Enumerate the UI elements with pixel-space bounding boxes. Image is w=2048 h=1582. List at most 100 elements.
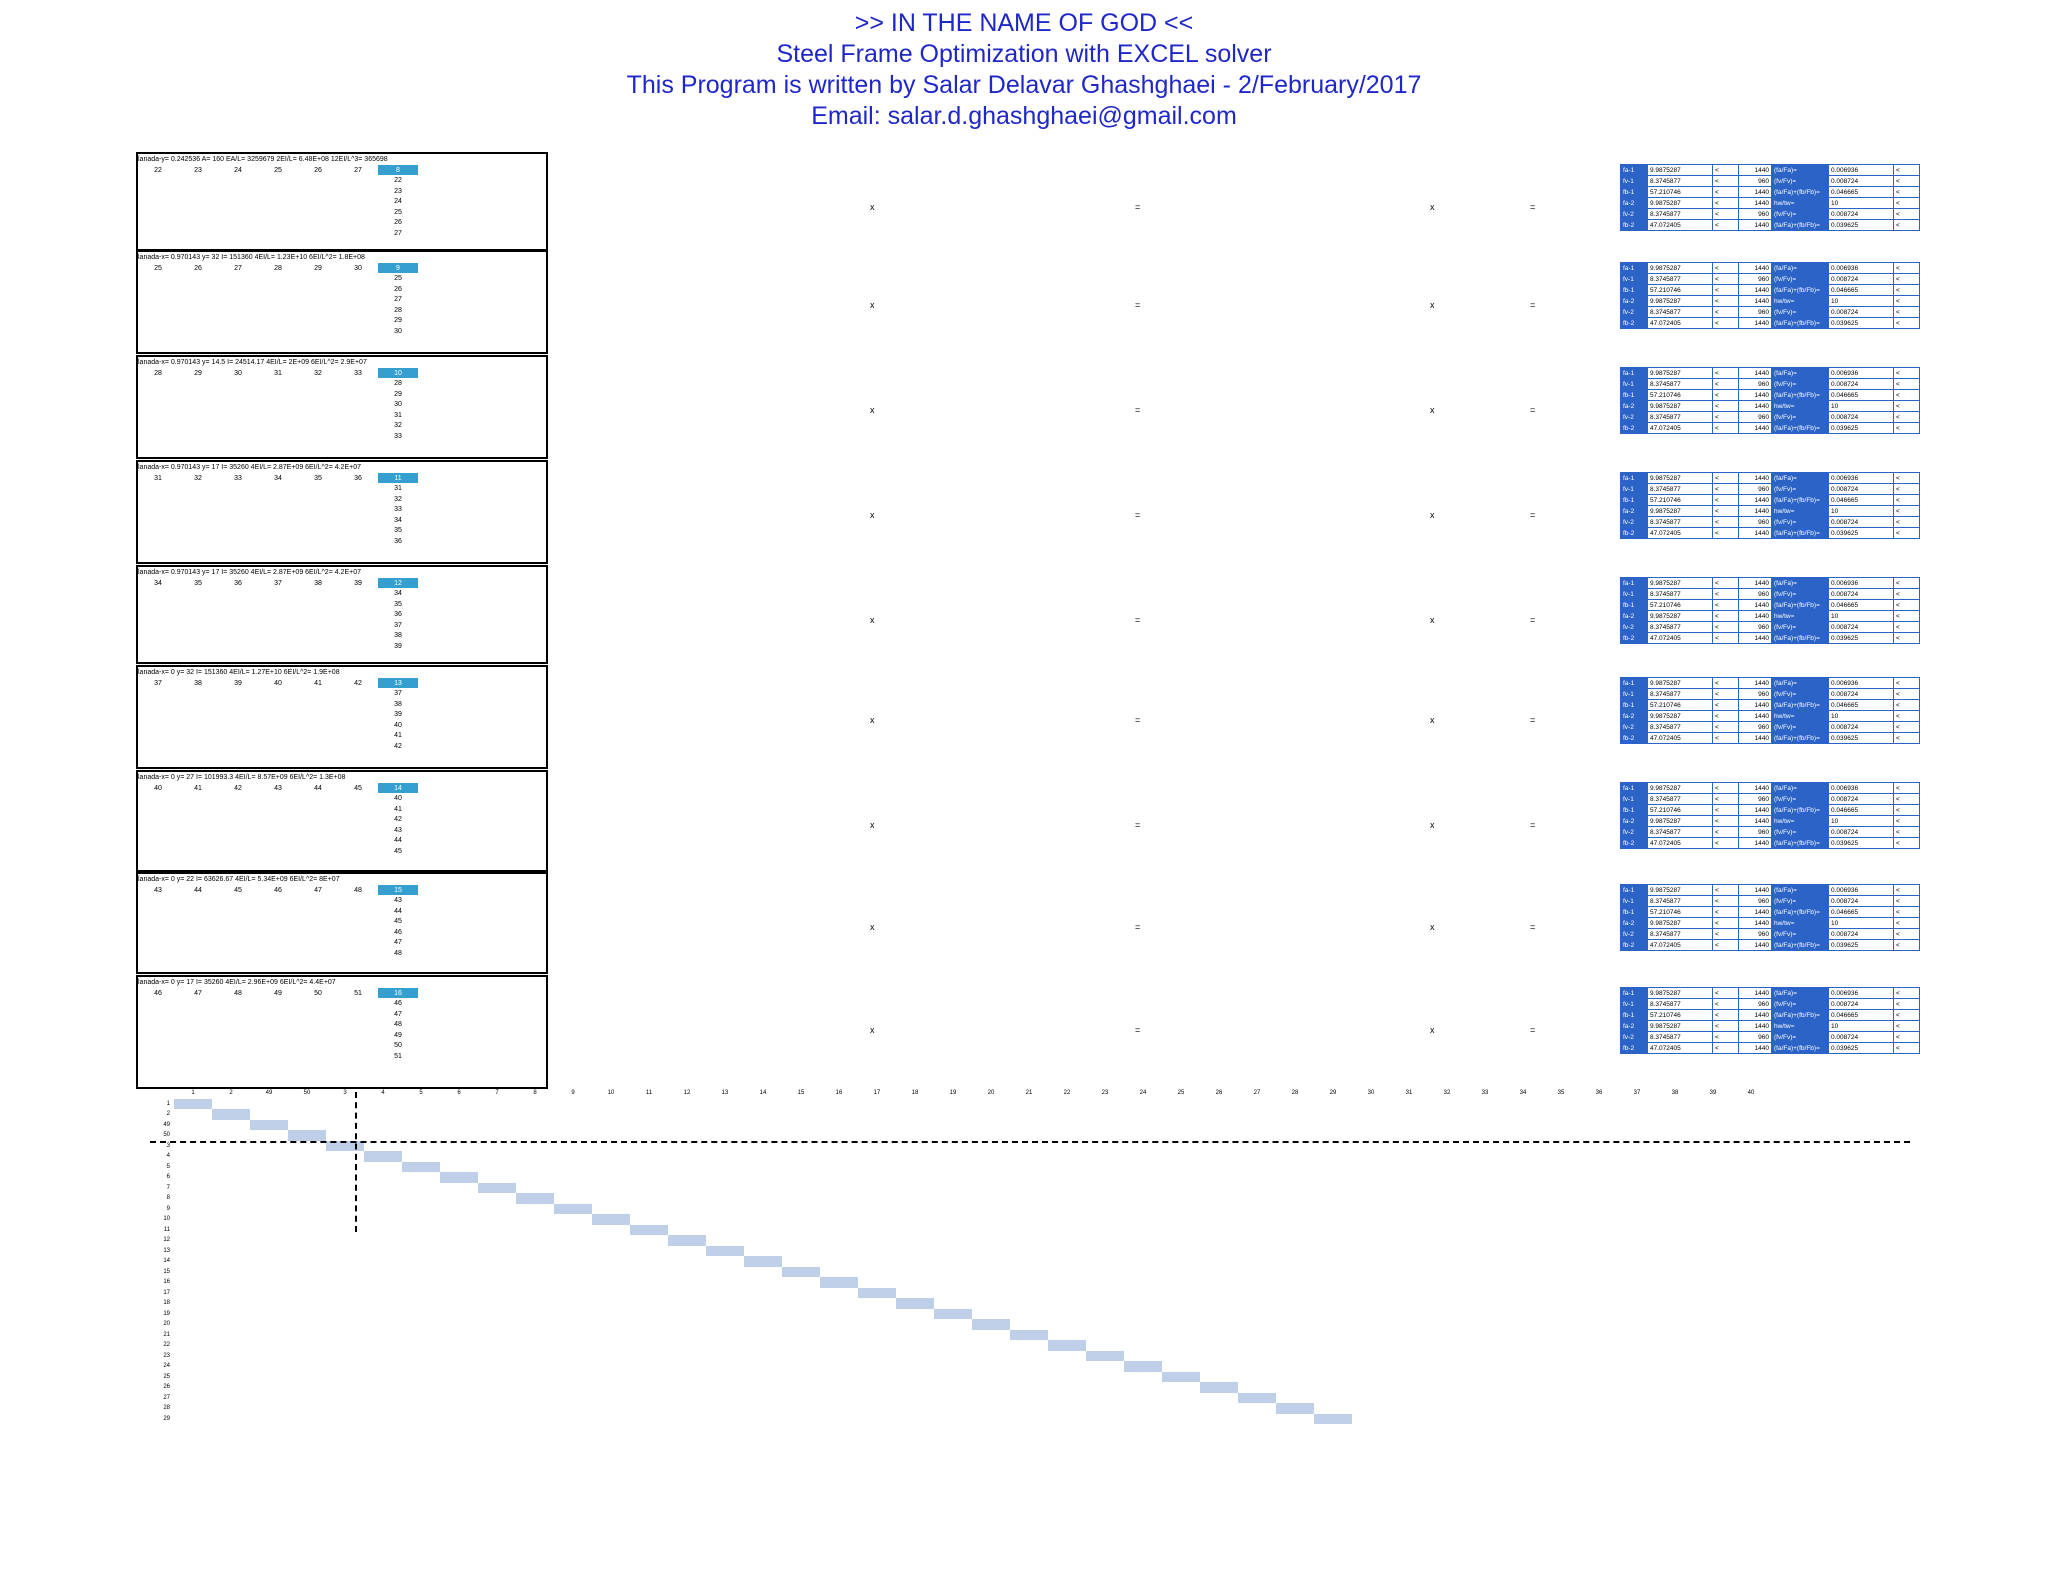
dof-label: 30 (394, 401, 402, 408)
matrix-cell (250, 1298, 288, 1309)
check-value: 8.3745877 (1647, 483, 1713, 495)
check-ratio-label: (fa/Fa)= (1771, 367, 1829, 379)
matrix-cell (1580, 1351, 1618, 1362)
stiffness-row: 22 (138, 175, 546, 186)
matrix-cell (744, 1172, 782, 1183)
matrix-cell (402, 1393, 440, 1404)
matrix-cell (1694, 1225, 1732, 1236)
check-ratio: 0.008724 (1828, 1031, 1894, 1043)
matrix-cell (478, 1225, 516, 1236)
matrix-cell (1390, 1130, 1428, 1141)
matrix-cell (858, 1256, 896, 1267)
check-value: 8.3745877 (1647, 208, 1713, 220)
stiffness-row: 47 (138, 937, 546, 948)
matrix-cell (1238, 1214, 1276, 1225)
matrix-cell (1390, 1351, 1428, 1362)
row-header: 50 (163, 1132, 170, 1139)
dof-label: 36 (234, 579, 242, 587)
matrix-cell (630, 1172, 668, 1183)
matrix-cell (1466, 1183, 1504, 1194)
dof-label: 51 (394, 1052, 402, 1060)
matrix-cell (1428, 1288, 1466, 1299)
element-props: lanada-x= 0.970143 y= 17 I= 35260 4EI/L=… (138, 464, 361, 471)
matrix-cell (782, 1130, 820, 1141)
matrix-cell (1580, 1256, 1618, 1267)
matrix-cell (896, 1414, 934, 1425)
dof-label: 28 (154, 369, 162, 377)
check-op: < (1893, 1031, 1920, 1043)
check-limit: 960 (1738, 175, 1772, 187)
matrix-cell (250, 1193, 288, 1204)
matrix-cell (1504, 1361, 1542, 1372)
matrix-cell (1162, 1109, 1200, 1120)
matrix-cell (1466, 1225, 1504, 1236)
check-label: fv-1 (1620, 378, 1648, 390)
matrix-cell (934, 1351, 972, 1362)
matrix-cell (402, 1330, 440, 1341)
matrix-cell (250, 1340, 288, 1351)
matrix-cell (1352, 1214, 1390, 1225)
matrix-cell (1694, 1267, 1732, 1278)
check-label: fb-1 (1620, 186, 1648, 198)
matrix-cell (744, 1246, 782, 1257)
matrix-cell (1276, 1183, 1314, 1194)
matrix-cell (934, 1277, 972, 1288)
matrix-cell (1580, 1214, 1618, 1225)
matrix-cell (478, 1351, 516, 1362)
matrix-cell (1428, 1403, 1466, 1414)
matrix-cell (516, 1288, 554, 1299)
matrix-cell (782, 1246, 820, 1257)
matrix-cell (1238, 1361, 1276, 1372)
matrix-cell (174, 1403, 212, 1414)
check-ratio: 10 (1828, 295, 1894, 307)
matrix-cell (1580, 1162, 1618, 1173)
check-op: < (1893, 1042, 1920, 1054)
header-line-1: >> IN THE NAME OF GOD << (854, 9, 1194, 37)
matrix-cell (1086, 1277, 1124, 1288)
matrix-cell (440, 1372, 478, 1383)
matrix-cell (250, 1235, 288, 1246)
matrix-cell (858, 1235, 896, 1246)
check-op: < (1893, 677, 1920, 689)
matrix-cell (668, 1372, 706, 1383)
check-op: < (1712, 516, 1739, 528)
matrix-cell (1352, 1288, 1390, 1299)
matrix-cell (1010, 1340, 1048, 1351)
check-op: < (1712, 317, 1739, 329)
column-header: 4 (381, 1090, 385, 1097)
dof-label: 37 (154, 679, 162, 687)
dof-label: 25 (274, 166, 282, 174)
equals-sign: = (1135, 615, 1141, 625)
matrix-cell (1314, 1235, 1352, 1246)
check-ratio-label: (fv/Fv)= (1771, 998, 1829, 1010)
matrix-cell (1124, 1099, 1162, 1110)
matrix-cell (668, 1246, 706, 1257)
matrix-cell (706, 1225, 744, 1236)
check-label: fa-2 (1620, 610, 1648, 622)
matrix-cell (1048, 1319, 1086, 1330)
matrix-cell (896, 1330, 934, 1341)
matrix-cell (288, 1151, 326, 1162)
matrix-cell (1352, 1193, 1390, 1204)
check-ratio: 0.008724 (1828, 621, 1894, 633)
equals-sign: = (1530, 202, 1536, 212)
dof-label: 27 (394, 296, 402, 303)
column-header: 22 (1063, 1090, 1071, 1097)
matrix-cell (1314, 1183, 1352, 1194)
matrix-cell (1542, 1235, 1580, 1246)
matrix-cell (1238, 1351, 1276, 1362)
matrix-cell (1352, 1109, 1390, 1120)
matrix-cell (592, 1246, 630, 1257)
matrix-cell (668, 1277, 706, 1288)
matrix-cell (250, 1204, 288, 1215)
matrix-cell (1314, 1246, 1352, 1257)
matrix-cell (1276, 1288, 1314, 1299)
check-value: 9.9875287 (1647, 262, 1713, 274)
matrix-cell (1200, 1183, 1238, 1194)
row-header: 29 (163, 1415, 170, 1422)
check-ratio: 0.039625 (1828, 317, 1894, 329)
matrix-cell (288, 1382, 326, 1393)
matrix-cell (478, 1099, 516, 1110)
matrix-cell (1238, 1256, 1276, 1267)
matrix-cell (858, 1204, 896, 1215)
